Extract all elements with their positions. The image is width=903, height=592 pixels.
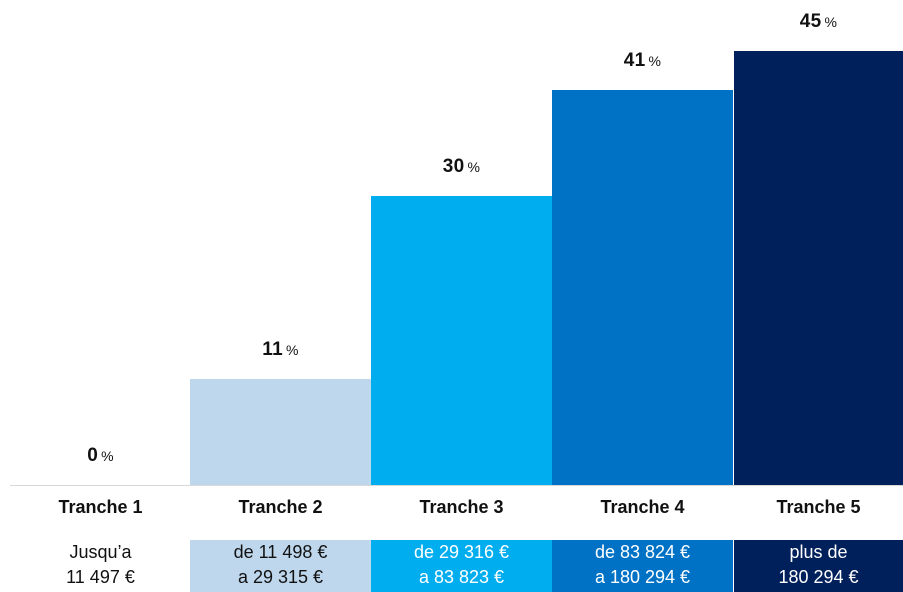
value-label-3: 30%: [371, 156, 552, 178]
income-range-line-2: a 29 315 €: [237, 567, 324, 587]
income-range-line-2: 180 294 €: [778, 567, 859, 587]
value-unit: %: [101, 448, 114, 464]
value-label-4: 41%: [552, 50, 733, 72]
income-range-5: plus de 180 294 €: [734, 540, 903, 592]
value-label-5: 45%: [734, 11, 903, 33]
value-unit: %: [467, 158, 481, 175]
value-label-1: 0%: [10, 445, 191, 467]
value-number: 11: [262, 338, 283, 360]
bar-3: [371, 195, 552, 485]
category-label-2: Tranche 2: [238, 497, 323, 517]
income-range-line-1: de 29 316 €: [413, 542, 510, 562]
income-range-line-2: 11 497 €: [66, 567, 135, 587]
category-label-5: Tranche 5: [776, 497, 861, 517]
category-label-3: Tranche 3: [419, 497, 504, 517]
income-range-line-2: a 180 294 €: [594, 567, 691, 587]
value-unit: %: [285, 341, 299, 358]
bar-4: [552, 89, 733, 485]
category-label-4: Tranche 4: [600, 497, 685, 517]
income-range-line-1: de 11 498 €: [233, 542, 328, 562]
income-range-line-1: de 83 824 €: [594, 542, 691, 562]
value-unit: %: [648, 52, 662, 69]
value-number: 45: [799, 11, 822, 32]
category-label-1: Tranche 1: [58, 497, 143, 517]
value-label-2: 11%: [190, 339, 371, 361]
bar-2: [190, 378, 371, 485]
value-number: 0: [87, 445, 99, 466]
income-range-4: de 83 824 € a 180 294 €: [552, 540, 733, 592]
bar-5: [734, 51, 903, 485]
x-axis-line: [10, 485, 903, 486]
income-range-line-1: Jusqu’a: [69, 542, 132, 562]
value-number: 30: [442, 155, 465, 177]
value-unit: %: [824, 14, 838, 30]
income-range-1: Jusqu’a 11 497 €: [10, 540, 191, 592]
income-range-2: de 11 498 € a 29 315 €: [190, 540, 371, 592]
income-range-3: de 29 316 € a 83 823 €: [371, 540, 552, 592]
value-number: 41: [623, 49, 646, 71]
income-range-line-2: a 83 823 €: [418, 567, 505, 587]
income-range-line-1: plus de: [789, 542, 848, 562]
